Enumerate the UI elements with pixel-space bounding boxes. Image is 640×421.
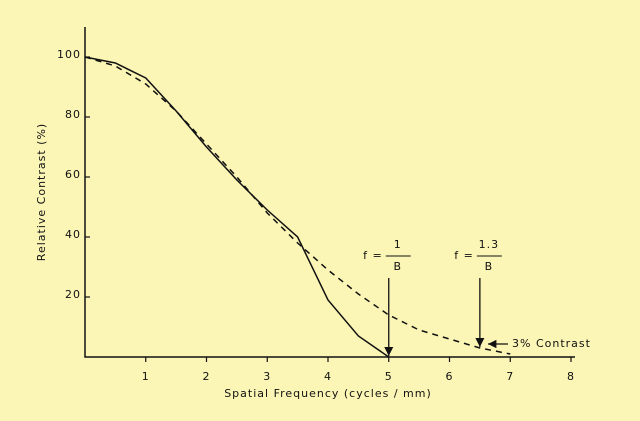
annotation-denominator: B xyxy=(485,260,494,273)
annotation-denominator: B xyxy=(393,260,402,273)
y-tick-label: 60 xyxy=(65,168,81,181)
x-tick-label: 8 xyxy=(567,370,575,383)
x-tick-label: 3 xyxy=(263,370,271,383)
y-tick-label: 100 xyxy=(57,48,81,61)
y-tick-label: 80 xyxy=(65,108,81,121)
series-line xyxy=(84,56,390,358)
x-axis-label: Spatial Frequency (cycles / mm) xyxy=(224,387,432,400)
series-line xyxy=(84,56,511,355)
annotation-prefix: f = xyxy=(454,249,474,262)
x-tick-label: 7 xyxy=(506,370,514,383)
y-tick-label: 40 xyxy=(65,228,81,241)
x-tick-label: 4 xyxy=(324,370,332,383)
x-tick-label: 5 xyxy=(385,370,393,383)
x-tick-label: 2 xyxy=(203,370,211,383)
y-tick-label: 20 xyxy=(65,288,81,301)
x-tick-label: 6 xyxy=(446,370,454,383)
annotation-numerator: 1.3 xyxy=(479,238,500,251)
axes xyxy=(84,27,575,358)
annotation-prefix: f = xyxy=(363,249,383,262)
note: 3% Contrast xyxy=(512,337,591,350)
annotation-numerator: 1 xyxy=(394,238,402,251)
y-axis-label: Relative Contrast (%) xyxy=(35,123,48,261)
x-tick-label: 1 xyxy=(142,370,150,383)
